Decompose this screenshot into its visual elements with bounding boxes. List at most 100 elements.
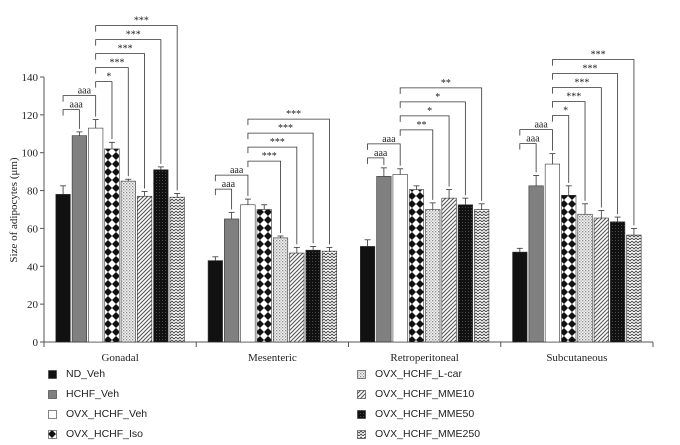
significance-label: *** bbox=[126, 30, 141, 41]
y-tick-label: 100 bbox=[22, 148, 39, 160]
significance-label: aaa bbox=[70, 100, 84, 111]
y-tick-label: 0 bbox=[33, 337, 39, 349]
x-tick-label: Retroperitoneal bbox=[390, 352, 458, 364]
significance-label: ** bbox=[416, 120, 426, 131]
bar-ND_Veh-Subcutaneous bbox=[512, 251, 528, 343]
bar-OVX_HCHF_Iso-Retroperitoneal bbox=[408, 189, 425, 343]
significance-bracket bbox=[62, 109, 80, 129]
significance-label: *** bbox=[583, 64, 598, 75]
bar-OVX_HCHF_MME250-Retroperitoneal bbox=[474, 209, 490, 343]
bar-marks bbox=[55, 127, 642, 343]
significance-bracket bbox=[399, 115, 450, 187]
y-tick-label: 140 bbox=[22, 72, 39, 84]
bar-OVX_HCHF_Veh-Mesenteric bbox=[240, 204, 256, 343]
bar-OVX_HCHF_MME10-Gonadal bbox=[137, 195, 153, 343]
significance-label: *** bbox=[109, 58, 124, 69]
y-tick-label: 20 bbox=[27, 299, 39, 311]
significance-bracket bbox=[519, 143, 537, 173]
significance-label: * bbox=[563, 106, 568, 117]
significance-bracket bbox=[552, 59, 635, 226]
bar-HCHF_Veh-Gonadal bbox=[71, 135, 87, 343]
significance-bracket bbox=[247, 118, 330, 245]
significance-bracket bbox=[519, 129, 553, 151]
significance-bracket bbox=[247, 132, 314, 244]
significance-bracket bbox=[95, 39, 162, 164]
bar-OVX_HCHF_MME50-Retroperitoneal bbox=[457, 204, 473, 343]
y-tick-label: 120 bbox=[22, 110, 39, 122]
bar-OVX_HCHF_MME50-Gonadal bbox=[153, 169, 169, 343]
bar-ND_Veh-Retroperitoneal bbox=[360, 246, 376, 343]
bar-OVX_HCHF_MME50-Mesenteric bbox=[305, 249, 321, 343]
significance-bracket bbox=[552, 73, 619, 215]
y-tick-label: 40 bbox=[27, 261, 39, 273]
significance-label: *** bbox=[134, 16, 149, 27]
significance-bracket bbox=[399, 101, 466, 196]
significance-bracket bbox=[214, 188, 233, 210]
significance-label: aaa bbox=[374, 148, 388, 159]
significance-annotations: aaaaaa*************aaaaaa************aaa… bbox=[62, 16, 635, 245]
bar-HCHF_Veh-Retroperitoneal bbox=[376, 176, 392, 343]
significance-label: aaa bbox=[526, 134, 540, 145]
significance-label: aaa bbox=[534, 120, 548, 131]
significance-label: *** bbox=[566, 92, 581, 103]
significance-label: *** bbox=[118, 44, 133, 55]
significance-bracket bbox=[95, 53, 145, 189]
bar-OVX_HCHF_MME10-Retroperitoneal bbox=[441, 197, 457, 343]
significance-label: ** bbox=[441, 78, 451, 89]
bar-HCHF_Veh-Subcutaneous bbox=[528, 185, 544, 343]
y-axis-ticks: 0 20 40 60 80 100 120 140 bbox=[22, 72, 44, 349]
significance-bracket bbox=[247, 146, 298, 245]
bar-ND_Veh-Mesenteric bbox=[207, 260, 223, 343]
significance-label: aaa bbox=[222, 179, 236, 190]
significance-label: *** bbox=[270, 137, 285, 148]
bar-OVX_HCHF_Veh-Gonadal bbox=[88, 127, 104, 343]
significance-label: * bbox=[106, 72, 111, 83]
bar-HCHF_Veh-Mesenteric bbox=[224, 218, 240, 343]
bar-OVX_HCHF_MME250-Subcutaneous bbox=[626, 234, 642, 343]
bar-OVX_HCHF_MME50-Subcutaneous bbox=[610, 221, 626, 343]
significance-bracket bbox=[95, 81, 113, 140]
significance-label: * bbox=[435, 92, 440, 103]
significance-bracket bbox=[399, 129, 434, 200]
bar-OVX_HCHF_L-car-Gonadal bbox=[120, 180, 136, 343]
bar-OVX_HCHF_Iso-Subcutaneous bbox=[561, 195, 577, 343]
bar-OVX_HCHF_L-car-Retroperitoneal bbox=[425, 209, 441, 343]
x-tick-label: Gonadal bbox=[101, 352, 138, 364]
bar-OVX_HCHF_Veh-Subcutaneous bbox=[544, 163, 560, 343]
significance-bracket bbox=[62, 95, 97, 117]
y-axis-label: Size of adipocytes (μm) bbox=[8, 157, 20, 263]
x-axis-ticks: Gonadal Mesenteric Retroperitoneal Subcutan… bbox=[43, 342, 654, 364]
bar-OVX_HCHF_MME250-Gonadal bbox=[169, 196, 185, 343]
significance-label: *** bbox=[591, 50, 606, 61]
significance-label: *** bbox=[278, 123, 293, 134]
bar-OVX_HCHF_Iso-Gonadal bbox=[104, 148, 120, 343]
significance-bracket bbox=[95, 25, 178, 191]
bar-OVX_HCHF_Iso-Mesenteric bbox=[256, 209, 272, 343]
significance-bracket bbox=[95, 67, 129, 177]
bar-OVX_HCHF_L-car-Subcutaneous bbox=[577, 213, 593, 343]
significance-label: *** bbox=[574, 78, 589, 89]
significance-label: aaa bbox=[382, 134, 396, 145]
significance-bracket bbox=[552, 115, 570, 183]
significance-label: aaa bbox=[230, 165, 244, 176]
x-tick-label: Mesenteric bbox=[248, 352, 297, 364]
significance-bracket bbox=[367, 157, 385, 165]
bar-OVX_HCHF_MME10-Subcutaneous bbox=[593, 217, 609, 343]
bar-OVX_HCHF_L-car-Mesenteric bbox=[272, 237, 289, 343]
bar-OVX_HCHF_Veh-Retroperitoneal bbox=[392, 174, 408, 343]
significance-label: *** bbox=[262, 151, 277, 162]
significance-bracket bbox=[552, 87, 602, 208]
bar-OVX_HCHF_MME250-Mesenteric bbox=[321, 250, 337, 343]
y-tick-label: 80 bbox=[27, 186, 39, 198]
significance-bracket bbox=[552, 101, 586, 201]
significance-bracket bbox=[399, 87, 483, 201]
error-bars bbox=[60, 119, 637, 261]
significance-bracket bbox=[214, 174, 249, 197]
significance-label: * bbox=[427, 106, 432, 117]
y-tick-label: 60 bbox=[27, 223, 39, 235]
bar-ND_Veh-Gonadal bbox=[55, 194, 71, 343]
significance-bracket bbox=[247, 160, 281, 233]
bar-OVX_HCHF_MME10-Mesenteric bbox=[289, 252, 305, 343]
significance-label: aaa bbox=[78, 86, 92, 97]
